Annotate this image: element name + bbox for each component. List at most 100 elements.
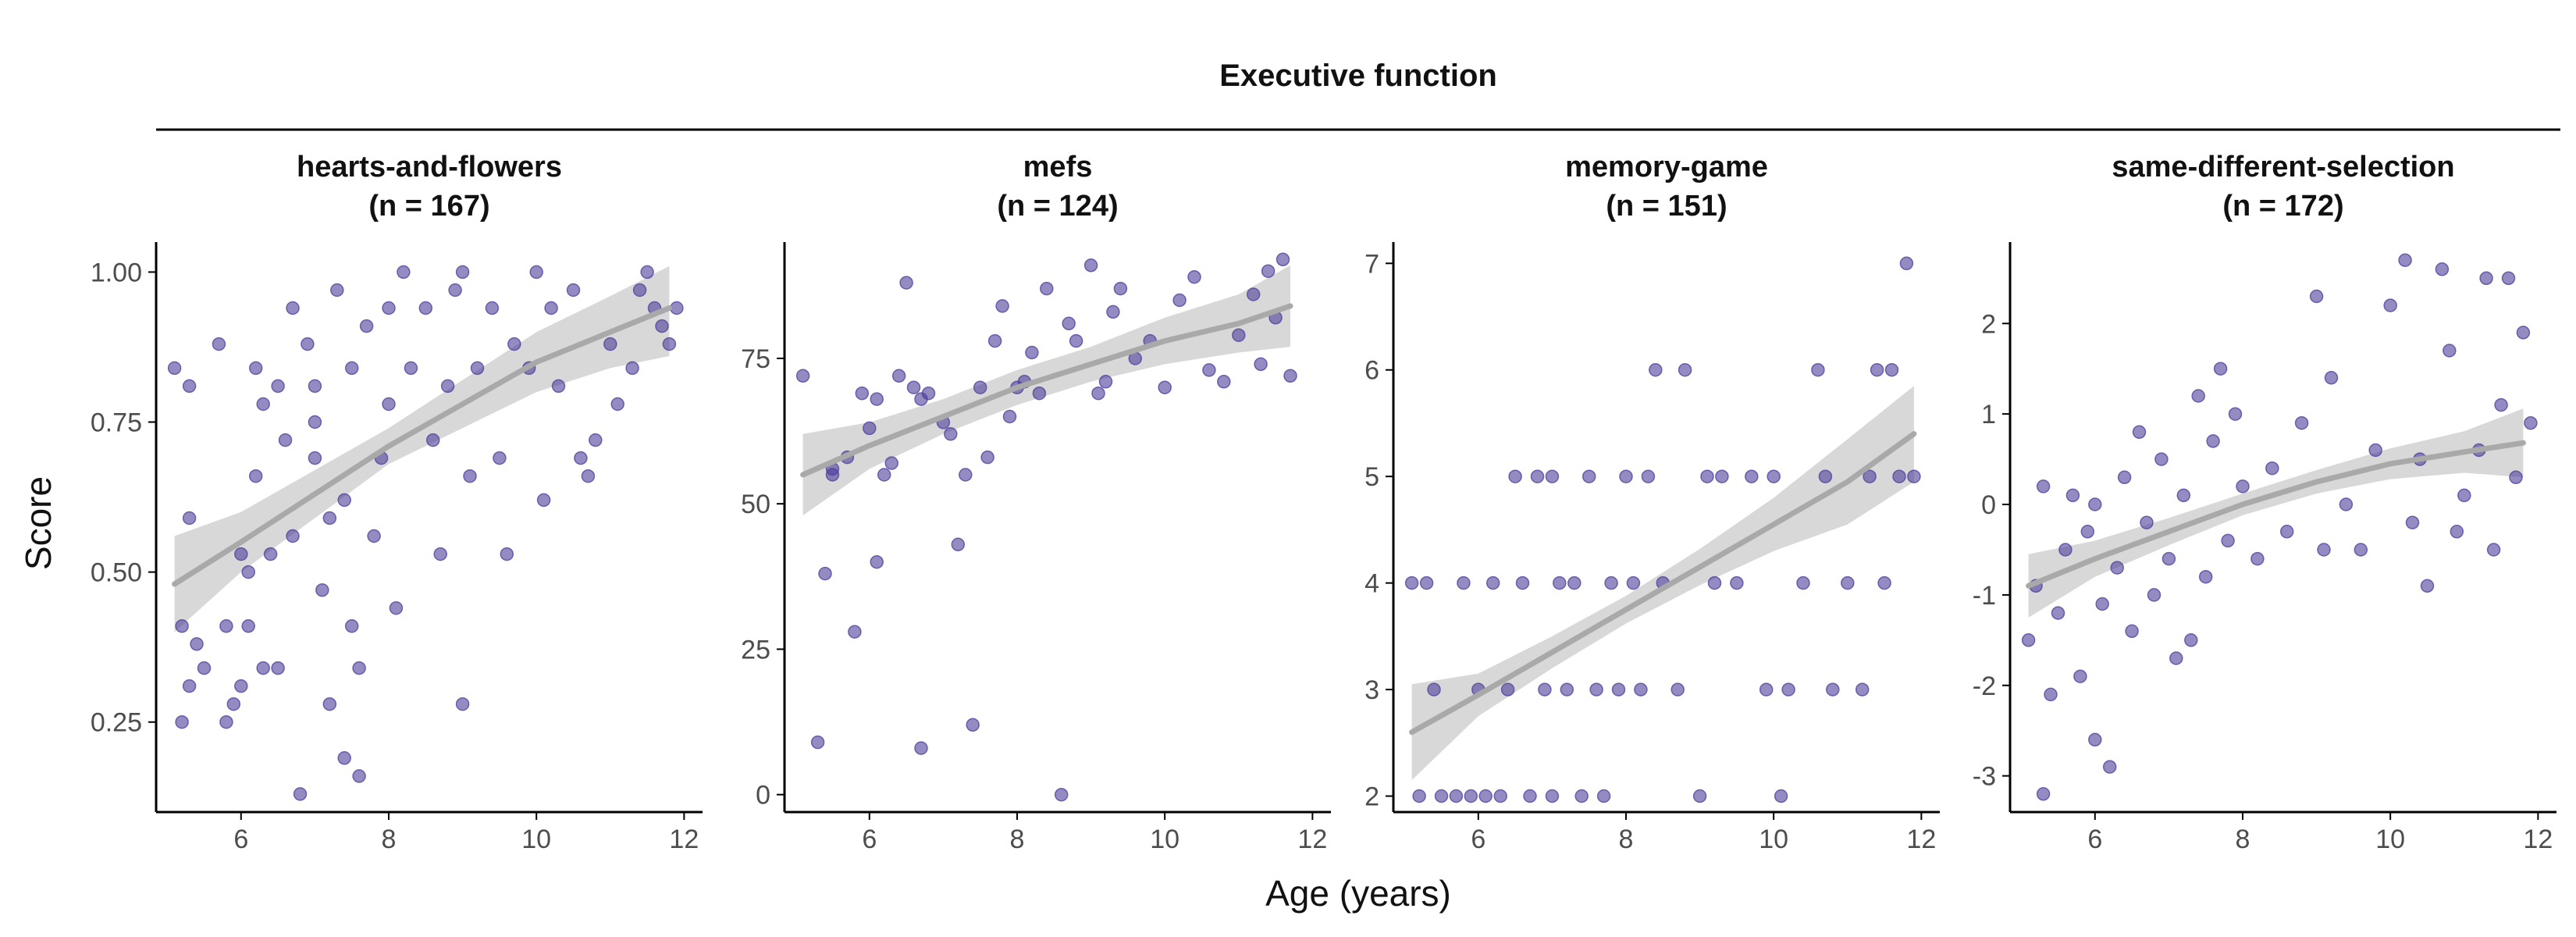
data-point	[2154, 452, 2169, 466]
data-point	[1774, 789, 1788, 803]
x-tick-label: 6	[233, 825, 248, 854]
data-point	[507, 337, 521, 351]
data-point	[1283, 369, 1297, 383]
data-point	[308, 415, 322, 429]
x-tick-label: 12	[1906, 825, 1936, 854]
data-point	[500, 547, 514, 561]
data-point	[1530, 469, 1545, 483]
data-point	[2198, 569, 2213, 584]
data-point	[1811, 362, 1825, 377]
data-point	[544, 301, 558, 315]
data-point	[921, 386, 936, 401]
data-point	[966, 718, 980, 732]
data-point	[263, 547, 278, 561]
data-point	[877, 468, 891, 482]
data-point	[870, 554, 884, 569]
x-tick-label: 10	[521, 825, 551, 854]
data-point	[959, 468, 973, 482]
data-point	[330, 283, 344, 297]
data-point	[219, 714, 233, 729]
data-point	[899, 276, 913, 290]
y-tick-label: 25	[741, 635, 770, 664]
data-point	[1700, 469, 1714, 483]
data-point	[2354, 543, 2368, 557]
data-point	[308, 379, 322, 394]
smooth-trend-line	[800, 303, 1293, 478]
data-point	[1604, 575, 1618, 590]
data-point	[536, 493, 551, 508]
data-point	[2317, 543, 2331, 557]
data-point	[389, 600, 404, 615]
data-point	[891, 369, 906, 383]
data-point	[2176, 488, 2191, 503]
data-point	[2058, 543, 2073, 557]
data-point	[2368, 443, 2382, 458]
data-point	[1412, 789, 1426, 803]
y-tick-label: -3	[1973, 762, 1996, 792]
data-point	[855, 386, 870, 401]
data-point	[2147, 588, 2161, 602]
data-point	[433, 547, 447, 561]
data-point	[2088, 497, 2102, 511]
x-tick-label: 10	[1150, 825, 1179, 854]
data-point	[1841, 575, 1855, 590]
data-point	[1254, 357, 1268, 372]
facet-title: hearts-and-flowers	[297, 151, 562, 183]
data-point	[286, 301, 300, 315]
data-point	[2206, 434, 2220, 448]
data-point	[1745, 469, 1759, 483]
data-point	[1187, 269, 1201, 284]
facet-title: mefs	[1023, 151, 1093, 183]
data-point	[2457, 488, 2471, 503]
data-point	[1427, 682, 1441, 697]
data-point	[1707, 575, 1722, 590]
facet-hearts-and-flowers: hearts-and-flowers (n = 167) 6 8 10 12 0.25 0.5…	[91, 151, 703, 854]
data-point	[2184, 633, 2198, 647]
data-point	[2250, 551, 2265, 566]
data-point	[818, 566, 832, 581]
data-point	[470, 361, 485, 376]
data-point	[1781, 682, 1795, 697]
data-point	[1619, 469, 1633, 483]
data-point	[337, 751, 351, 765]
data-point	[2073, 669, 2087, 683]
data-point	[980, 450, 994, 465]
data-point	[2088, 732, 2102, 747]
data-point	[1796, 575, 1810, 590]
data-point	[2405, 515, 2420, 529]
data-point	[2021, 633, 2036, 647]
x-tick-label: 8	[1619, 825, 1634, 854]
data-point	[1113, 281, 1128, 296]
data-point	[529, 265, 543, 280]
facet-subtitle: (n = 151)	[1606, 190, 1727, 223]
data-point	[278, 433, 293, 447]
data-point	[1567, 575, 1582, 590]
x-tick-label: 8	[382, 825, 397, 854]
data-point	[1449, 789, 1464, 803]
data-point	[1098, 375, 1113, 389]
data-point	[2102, 760, 2117, 774]
data-point	[1485, 575, 1500, 590]
data-point	[367, 529, 381, 543]
data-point	[344, 361, 359, 376]
data-point	[234, 679, 248, 693]
y-tick-label: -1	[1973, 581, 1996, 611]
data-point	[625, 361, 639, 376]
data-point	[344, 619, 359, 633]
data-point	[315, 583, 329, 597]
data-point	[1855, 682, 1870, 697]
data-point	[995, 299, 1009, 313]
data-point	[2516, 326, 2531, 340]
data-point	[670, 301, 684, 315]
y-tick-label: 0.75	[91, 408, 142, 438]
data-point	[1404, 575, 1419, 590]
facet-subtitle: (n = 167)	[368, 190, 489, 223]
data-point	[987, 333, 1002, 348]
data-point	[2036, 787, 2051, 801]
data-point	[1626, 575, 1641, 590]
data-point	[2524, 415, 2538, 430]
data-point	[271, 661, 285, 675]
data-point	[589, 433, 603, 447]
data-point	[219, 619, 233, 633]
data-point	[352, 661, 366, 675]
